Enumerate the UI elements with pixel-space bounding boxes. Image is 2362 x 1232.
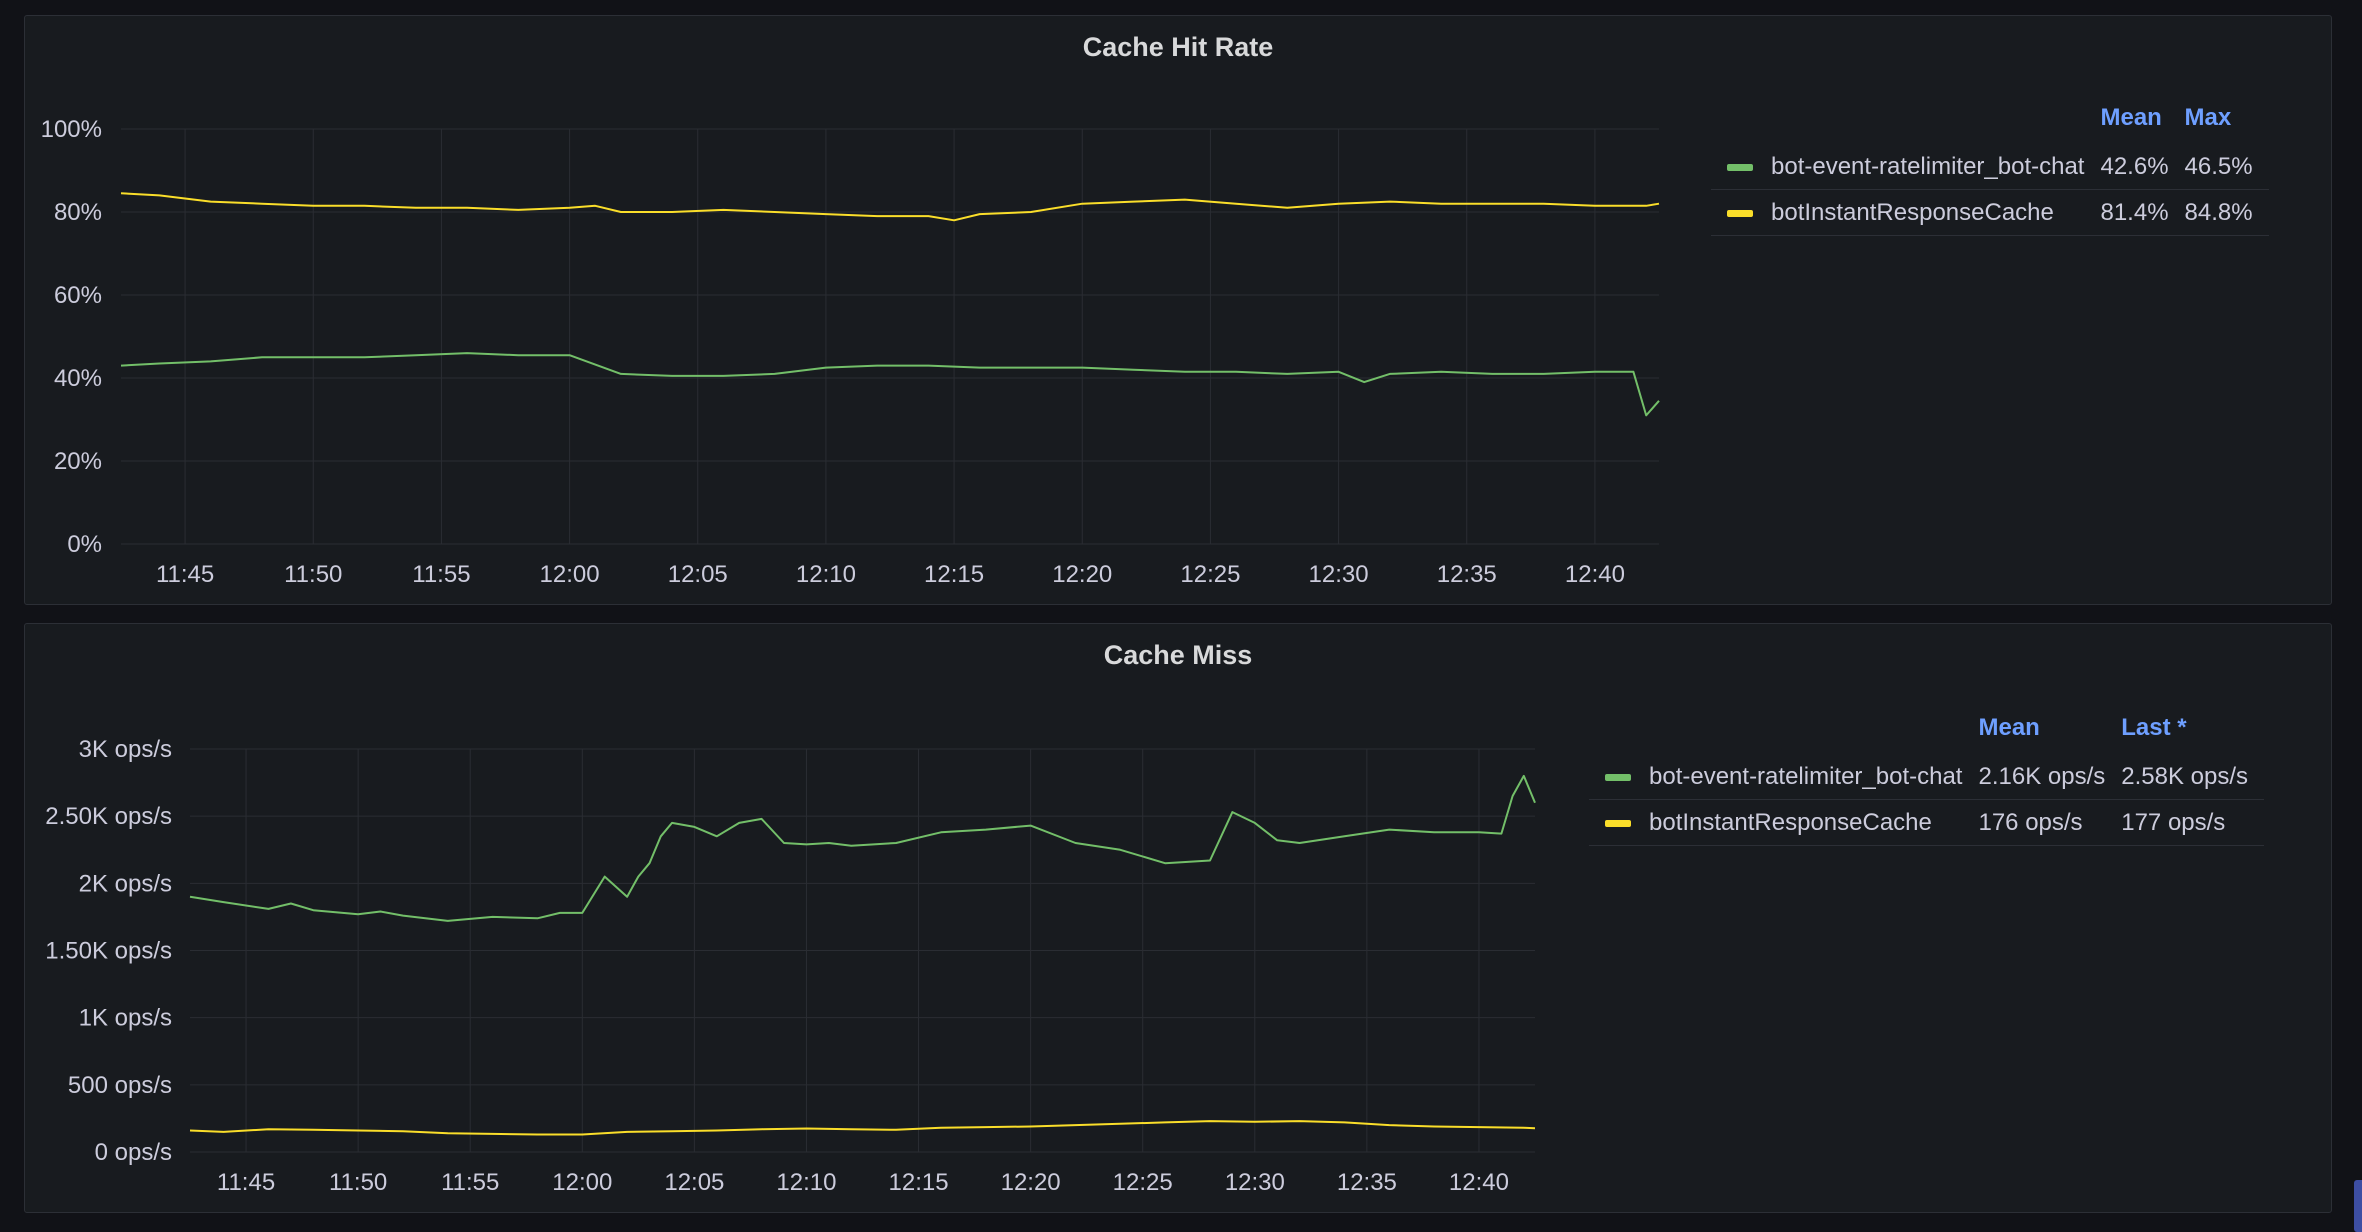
x-tick-label: 12:00 — [552, 1169, 612, 1196]
series-swatch — [1605, 773, 1631, 781]
legend-column-mean[interactable]: Mean — [2100, 104, 2162, 131]
series-swatch — [1605, 819, 1631, 827]
legend-column-last[interactable]: Last * — [2121, 714, 2187, 741]
legend-table: Mean Last * bot-event-ratelimiter_bot-ch… — [1589, 714, 2264, 846]
legend-column-mean[interactable]: Mean — [1978, 714, 2040, 741]
x-tick-label: 12:10 — [776, 1169, 836, 1196]
series-name[interactable]: botInstantResponseCache — [1771, 198, 2054, 226]
y-tick-label: 500 ops/s — [68, 1072, 172, 1099]
series-name[interactable]: bot-event-ratelimiter_bot-chat — [1649, 762, 1963, 790]
x-tick-label: 12:00 — [540, 561, 600, 588]
x-tick-label: 12:20 — [1001, 1169, 1061, 1196]
series-line — [120, 352, 1660, 417]
legend-row[interactable]: botInstantResponseCache 81.4% 84.8% — [1711, 189, 2269, 236]
legend-value-mean: 176 ops/s — [1978, 799, 2122, 846]
legend-value-max: 46.5% — [2184, 144, 2269, 190]
series-line — [189, 1120, 1536, 1136]
y-tick-label: 0% — [67, 531, 102, 558]
cache-hit-rate-chart: 0% 20% 40% 60% 80% 100% 11:45 11:50 11:55 12:00 12… — [41, 116, 1660, 588]
x-tick-label: 11:45 — [156, 561, 214, 588]
cache-hit-rate-panel[interactable]: Cache Hit Rate 0% 20% 40% 60% 80% 100% 11:45 11… — [24, 15, 2332, 605]
x-tick-label: 12:15 — [924, 561, 984, 588]
x-tick-label: 12:40 — [1565, 561, 1625, 588]
x-tick-label: 12:05 — [664, 1169, 724, 1196]
x-tick-label: 12:30 — [1309, 561, 1369, 588]
x-tick-label: 11:50 — [284, 561, 342, 588]
legend-row[interactable]: bot-event-ratelimiter_bot-chat 2.16K ops… — [1589, 754, 2264, 800]
x-tick-label: 12:35 — [1437, 561, 1497, 588]
y-tick-label: 100% — [41, 116, 102, 143]
cache-miss-panel[interactable]: Cache Miss 0 ops/s 500 ops/s 1K ops/s 1.50K… — [24, 623, 2332, 1213]
y-tick-label: 60% — [54, 282, 102, 309]
legend-table: Mean Max bot-event-ratelimiter_bot-chat … — [1711, 104, 2269, 236]
x-tick-label: 12:10 — [796, 561, 856, 588]
legend-row[interactable]: bot-event-ratelimiter_bot-chat 42.6% 46.… — [1711, 144, 2269, 190]
panel-title: Cache Miss — [1103, 640, 1253, 670]
x-tick-label: 12:30 — [1225, 1169, 1285, 1196]
series-name[interactable]: bot-event-ratelimiter_bot-chat — [1771, 152, 2085, 180]
legend-column-max[interactable]: Max — [2184, 104, 2232, 131]
y-tick-label: 40% — [54, 365, 102, 392]
x-tick-label: 12:20 — [1052, 561, 1112, 588]
y-tick-label: 3K ops/s — [79, 736, 172, 763]
y-tick-label: 1.50K ops/s — [45, 938, 172, 965]
series-swatch — [1727, 209, 1753, 217]
x-tick-label: 12:40 — [1449, 1169, 1509, 1196]
y-tick-label: 1K ops/s — [79, 1005, 172, 1032]
x-tick-label: 12:15 — [889, 1169, 949, 1196]
x-tick-label: 11:55 — [412, 561, 470, 588]
x-tick-label: 12:35 — [1337, 1169, 1397, 1196]
legend-value-last: 2.58K ops/s — [2121, 754, 2264, 800]
y-tick-label: 0 ops/s — [95, 1139, 172, 1166]
x-tick-label: 12:05 — [668, 561, 728, 588]
scroll-handle[interactable] — [2354, 1180, 2362, 1232]
legend-value-last: 177 ops/s — [2121, 799, 2264, 846]
series-swatch — [1727, 163, 1753, 171]
series-line — [120, 192, 1660, 222]
x-tick-label: 11:55 — [441, 1169, 499, 1196]
y-tick-label: 2K ops/s — [79, 870, 172, 897]
legend-row[interactable]: botInstantResponseCache 176 ops/s 177 op… — [1589, 799, 2264, 846]
panel-title: Cache Hit Rate — [1082, 32, 1274, 62]
legend-value-mean: 2.16K ops/s — [1978, 754, 2122, 800]
x-tick-label: 11:50 — [329, 1169, 387, 1196]
legend-value-mean: 42.6% — [2100, 144, 2185, 190]
y-tick-label: 20% — [54, 448, 102, 475]
series-line — [189, 774, 1536, 922]
x-tick-label: 12:25 — [1180, 561, 1240, 588]
legend-value-max: 84.8% — [2184, 189, 2269, 236]
y-tick-label: 2.50K ops/s — [45, 803, 172, 830]
y-tick-label: 80% — [54, 199, 102, 226]
series-name[interactable]: botInstantResponseCache — [1649, 808, 1932, 836]
cache-miss-chart: 0 ops/s 500 ops/s 1K ops/s 1.50K ops/s 2K op… — [45, 736, 1536, 1196]
legend-value-mean: 81.4% — [2100, 189, 2185, 236]
x-tick-label: 12:25 — [1113, 1169, 1173, 1196]
x-tick-label: 11:45 — [217, 1169, 275, 1196]
